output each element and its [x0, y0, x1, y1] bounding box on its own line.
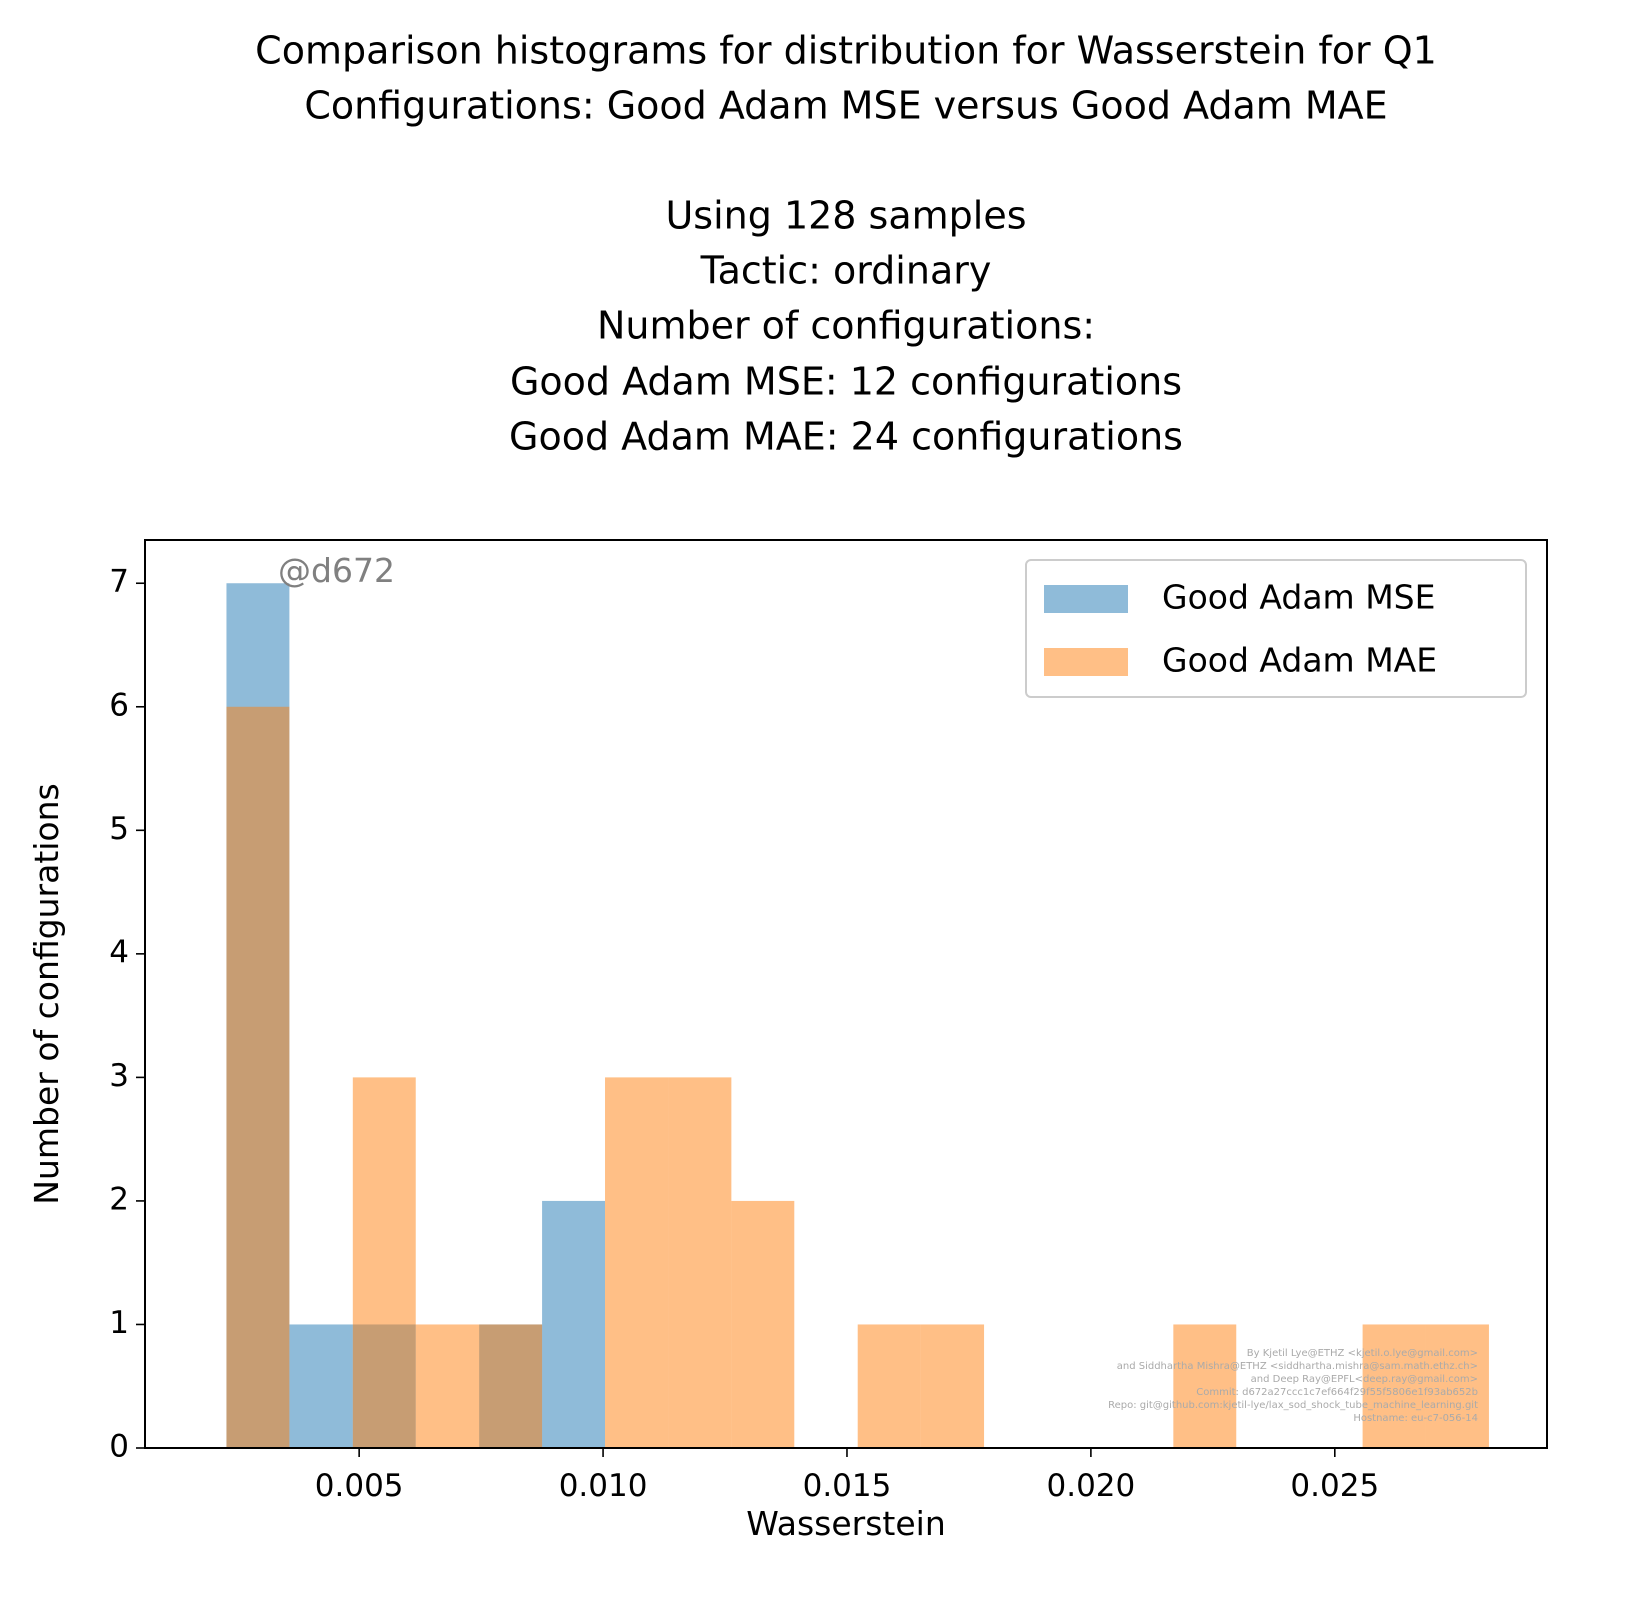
histogram-bar-mae — [605, 1077, 669, 1448]
chart-title-line: Tactic: ordinary — [700, 249, 992, 293]
chart-title-line: Comparison histograms for distribution f… — [255, 29, 1437, 73]
legend-label: Good Adam MSE — [1162, 578, 1435, 617]
histogram-bar-mae — [668, 1077, 732, 1448]
x-tick-label: 0.015 — [803, 1468, 892, 1504]
legend-swatch — [1044, 585, 1128, 613]
histogram-bar-mae — [226, 706, 290, 1448]
legend-swatch — [1044, 648, 1128, 676]
histogram-bar-mae — [352, 1077, 416, 1448]
histogram-bar-mae — [857, 1324, 921, 1448]
histogram-bar-mae — [731, 1200, 795, 1448]
credit-line: Hostname: eu-c7-056-14 — [1353, 1413, 1478, 1424]
legend-label: Good Adam MAE — [1162, 641, 1437, 680]
credit-line: Repo: git@github.com:kjetil-lye/lax_sod_… — [1108, 1400, 1478, 1411]
y-tick-label: 3 — [109, 1058, 129, 1094]
histogram-bar-mae — [1173, 1324, 1237, 1448]
legend: Good Adam MSE Good Adam MAE — [1025, 559, 1527, 698]
y-tick-label: 4 — [109, 934, 129, 970]
x-tick-label: 0.025 — [1290, 1468, 1379, 1504]
y-tick-label: 1 — [109, 1305, 129, 1341]
credit-line: Commit: d672a27ccc1c7ef664f29f55f5806e1f… — [1196, 1387, 1478, 1398]
chart-title: Comparison histograms for distribution f… — [255, 29, 1437, 459]
chart-title-line: Good Adam MSE: 12 configurations — [510, 360, 1182, 404]
histogram-bar-mae — [1362, 1324, 1426, 1448]
annotations: @d672 By Kjetil Lye@ETHZ <kjetil.o.lye@gm… — [278, 551, 1478, 1424]
legend-box — [1025, 559, 1527, 698]
credit-line: and Deep Ray@EPFL<deep.ray@gmail.com> — [1251, 1374, 1478, 1385]
histogram-bar-mae — [920, 1324, 985, 1448]
y-tick-label: 6 — [109, 687, 129, 723]
y-tick-label: 0 — [109, 1429, 129, 1465]
y-tick-label: 5 — [109, 811, 129, 847]
x-tick-label: 0.005 — [315, 1468, 404, 1504]
histogram-bar-mae — [415, 1324, 480, 1448]
chart-title-line: Using 128 samples — [665, 194, 1026, 238]
histogram-bar-mae — [479, 1324, 543, 1448]
chart-title-line: Good Adam MAE: 24 configurations — [509, 415, 1183, 459]
y-tick-label: 2 — [109, 1181, 129, 1217]
chart-title-line: Number of configurations: — [597, 304, 1095, 348]
x-tick-label: 0.010 — [559, 1468, 648, 1504]
credit-line: By Kjetil Lye@ETHZ <kjetil.o.lye@gmail.c… — [1247, 1348, 1478, 1359]
commit-annotation: @d672 — [278, 551, 395, 590]
y-axis-label: Number of configurations — [27, 783, 66, 1204]
histogram-bars — [226, 583, 1489, 1448]
histogram-bar-mse — [289, 1324, 353, 1448]
x-axis-label: Wasserstein — [746, 1504, 946, 1543]
histogram-bar-mae — [1425, 1324, 1489, 1448]
plot-frame — [144, 539, 1548, 1449]
chart-title-line: Configurations: Good Adam MSE versus Goo… — [304, 84, 1387, 128]
credit-line: and Siddhartha Mishra@ETHZ <siddhartha.m… — [1117, 1361, 1478, 1372]
x-tick-label: 0.020 — [1047, 1468, 1136, 1504]
y-tick-label: 7 — [109, 564, 129, 600]
axes: 0.005 0.010 0.015 0.020 0.025 0 1 2 3 4 5 6 7 Wassers… — [27, 539, 1548, 1543]
histogram-bar-mse — [542, 1200, 606, 1448]
